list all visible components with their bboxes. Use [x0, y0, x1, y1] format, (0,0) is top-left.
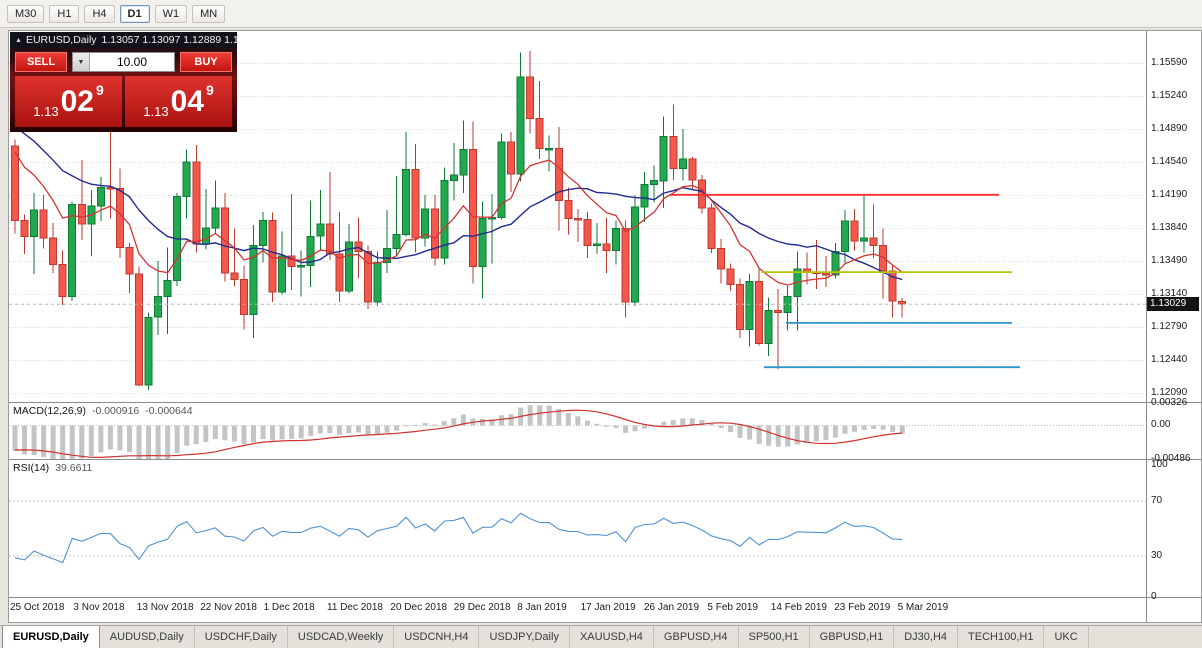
price-tick-label: 1.15590 [1151, 57, 1188, 68]
chart-tab-usdchf-daily[interactable]: USDCHF,Daily [195, 626, 288, 648]
date-tick-label: 20 Dec 2018 [390, 602, 448, 613]
date-tick-label: 17 Jan 2019 [580, 602, 636, 613]
date-tick-label: 5 Mar 2019 [897, 602, 949, 613]
buy-price-prefix: 1.13 [143, 104, 169, 119]
chart-tab-tech100-h1[interactable]: TECH100,H1 [958, 626, 1045, 648]
date-tick-label: 1 Dec 2018 [263, 602, 315, 613]
macd-signal-value: -0.000644 [145, 405, 193, 417]
sell-price-big: 02 [60, 84, 94, 118]
chart-tab-usdjpy-daily[interactable]: USDJPY,Daily [479, 626, 570, 648]
price-tick-label: 1.12790 [1151, 320, 1188, 332]
chart-symbol-icon: ▲ [15, 36, 22, 44]
macd-axis-label: 0.00326 [1151, 397, 1188, 408]
date-tick-label: 25 Oct 2018 [10, 602, 65, 613]
time-axis[interactable]: 25 Oct 2018 3 Nov 2018 13 Nov 2018 22 Nov 2… [9, 598, 1146, 622]
macd-name: MACD(12,26,9) [13, 405, 86, 417]
chart-tab-usdcnh-h4[interactable]: USDCNH,H4 [394, 626, 480, 648]
date-tick-label: 8 Jan 2019 [517, 602, 567, 613]
macd-histogram [12, 405, 905, 459]
rsi-indicator-label: RSI(14) 39.6611 [13, 462, 92, 474]
sell-price-prefix: 1.13 [33, 104, 59, 119]
price-tick-label: 1.15240 [1151, 89, 1188, 101]
date-tick-label: 11 Dec 2018 [327, 602, 383, 613]
rsi-name: RSI(14) [13, 462, 50, 474]
price-tick-label: 1.12090 [1151, 386, 1188, 398]
price-tick-label: 1.14540 [1151, 155, 1188, 167]
chart-window: ▲ EURUSD,Daily 1.13057 1.13097 1.12889 1… [8, 30, 1202, 623]
price-axis[interactable]: 1.15590 1.15240 1.14890 1.14540 1.14190 1.138… [1147, 31, 1201, 622]
date-tick-label: 23 Feb 2019 [834, 602, 891, 613]
macd-indicator-label: MACD(12,26,9) -0.000916 -0.000644 [13, 405, 193, 417]
date-tick-label: 29 Dec 2018 [453, 602, 511, 613]
trade-panel-body: SELL ▼ 10.00 BUY 1.13 02 9 1.13 04 9 [10, 48, 237, 132]
price-tick-label: 1.13140 [1151, 287, 1188, 299]
date-tick-label: 26 Jan 2019 [644, 602, 700, 613]
ohlc-values: 1.13057 1.13097 1.12889 1.13029 [101, 34, 237, 46]
date-tick-label: 3 Nov 2018 [73, 602, 125, 613]
price-tick-label: 1.12440 [1151, 353, 1188, 365]
timeframe-button-m30[interactable]: M30 [7, 4, 45, 23]
volume-dropdown-icon[interactable]: ▼ [73, 53, 90, 71]
current-price-badge: 1.13029 [1147, 297, 1199, 312]
macd-signal-line [14, 409, 903, 459]
timeframe-button-w1[interactable]: W1 [154, 4, 188, 23]
price-tick-label: 1.13490 [1151, 254, 1188, 266]
ma-red-line [14, 151, 903, 286]
date-tick-label: 13 Nov 2018 [136, 602, 194, 613]
date-tick-label: 5 Feb 2019 [707, 602, 758, 613]
price-tick-label: 1.14190 [1151, 188, 1188, 200]
sell-price-sup: 9 [95, 82, 104, 98]
timeframe-button-d1[interactable]: D1 [119, 4, 150, 23]
chart-tab-xauusd-h4[interactable]: XAUUSD,H4 [570, 626, 654, 648]
buy-price-sup: 9 [205, 82, 214, 98]
price-tick-label: 1.14890 [1151, 122, 1188, 134]
chart-tab-sp500-h1[interactable]: SP500,H1 [739, 626, 810, 648]
timeframe-button-h1[interactable]: H1 [49, 4, 80, 23]
chart-tabs-bar: EURUSD,Daily AUDUSD,Daily USDCHF,Daily USDC… [0, 625, 1202, 648]
date-tick-label: 22 Nov 2018 [200, 602, 257, 613]
chart-tab-usdcad-weekly[interactable]: USDCAD,Weekly [288, 626, 395, 648]
chart-tab-audusd-daily[interactable]: AUDUSD,Daily [100, 626, 195, 648]
buy-price-big: 04 [170, 84, 204, 118]
rsi-value: 39.6611 [55, 462, 93, 474]
chart-title: ▲ EURUSD,Daily 1.13057 1.13097 1.12889 1… [10, 32, 237, 48]
macd-axis-label: -0.00486 [1151, 453, 1191, 464]
chart-canvas[interactable] [9, 31, 1201, 622]
rsi-axis-label: 100 [1151, 459, 1168, 470]
candles-layer [11, 50, 907, 390]
macd-value: -0.000916 [91, 405, 140, 417]
volume-value[interactable]: 10.00 [116, 55, 148, 69]
one-click-trading-panel: ▲ EURUSD,Daily 1.13057 1.13097 1.12889 1… [10, 32, 237, 132]
rsi-axis-label: 0 [1151, 591, 1157, 602]
rsi-line [14, 512, 903, 564]
timeframe-toolbar: M30 H1 H4 D1 W1 MN [0, 0, 1202, 28]
rsi-axis-label: 70 [1151, 495, 1163, 507]
buy-button[interactable]: BUY [180, 52, 232, 72]
price-tick-label: 1.13840 [1151, 221, 1188, 233]
timeframe-button-h4[interactable]: H4 [84, 4, 115, 23]
chart-tab-eurusd-daily[interactable]: EURUSD,Daily [2, 626, 100, 648]
chart-tab-gbpusd-h4[interactable]: GBPUSD,H4 [654, 626, 739, 648]
date-tick-label: 14 Feb 2019 [770, 602, 827, 613]
volume-control[interactable]: ▼ 10.00 [72, 52, 175, 72]
chart-tab-gbpusd-h1[interactable]: GBPUSD,H1 [810, 626, 895, 648]
chart-tab-dj30-h4[interactable]: DJ30,H4 [894, 626, 959, 648]
macd-axis-label: 0.00 [1151, 419, 1171, 431]
sell-price-button[interactable]: 1.13 02 9 [15, 76, 122, 127]
symbol-period-label: EURUSD,Daily [25, 34, 97, 46]
timeframe-button-mn[interactable]: MN [192, 4, 226, 23]
chart-tab-ukc[interactable]: UKC [1044, 626, 1089, 648]
rsi-axis-label: 30 [1151, 549, 1163, 561]
sell-button[interactable]: SELL [15, 52, 67, 72]
buy-price-button[interactable]: 1.13 04 9 [125, 76, 232, 127]
ma-blue-line [14, 125, 903, 281]
